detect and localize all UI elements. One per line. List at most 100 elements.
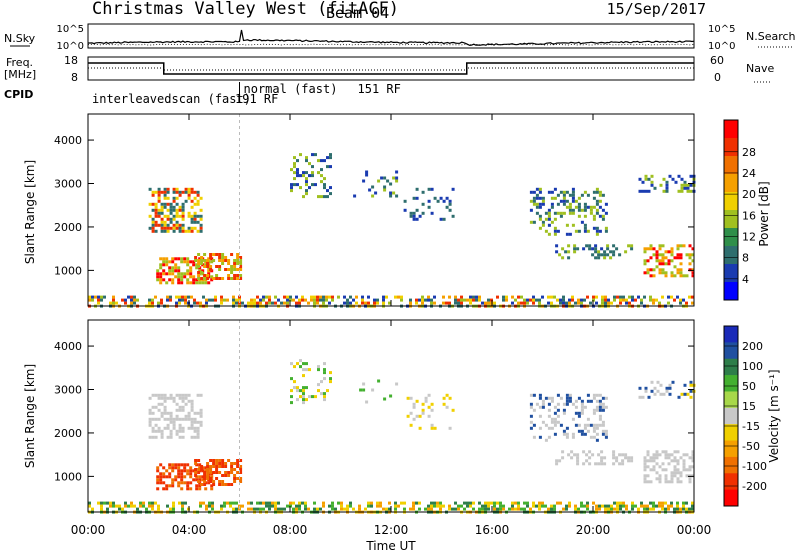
data-cell bbox=[319, 298, 322, 302]
data-cell bbox=[511, 301, 514, 305]
data-cell bbox=[157, 504, 160, 508]
data-cell bbox=[601, 504, 604, 508]
data-cell bbox=[250, 298, 253, 302]
data-cell bbox=[634, 504, 637, 508]
data-cell bbox=[293, 156, 296, 160]
data-cell bbox=[233, 462, 237, 465]
data-cell bbox=[643, 507, 646, 511]
data-cell bbox=[148, 396, 152, 400]
data-cell bbox=[274, 295, 277, 299]
data-cell bbox=[189, 275, 193, 279]
data-cell bbox=[151, 411, 155, 415]
data-cell bbox=[565, 205, 569, 209]
data-cell bbox=[290, 186, 293, 190]
data-cell bbox=[175, 432, 179, 436]
data-cell bbox=[621, 462, 625, 466]
data-cell bbox=[661, 468, 665, 472]
data-cell bbox=[180, 275, 184, 279]
data-cell bbox=[305, 189, 308, 193]
data-cell bbox=[424, 399, 428, 403]
data-cell bbox=[643, 468, 647, 472]
data-cell bbox=[221, 480, 225, 483]
data-cell bbox=[412, 217, 416, 221]
data-cell bbox=[157, 402, 161, 406]
data-cell bbox=[439, 217, 443, 221]
data-cell bbox=[212, 253, 216, 256]
data-cell bbox=[561, 256, 565, 260]
data-cell bbox=[571, 208, 575, 212]
data-cell bbox=[670, 474, 674, 478]
data-cell bbox=[493, 301, 496, 305]
data-cell bbox=[184, 402, 188, 406]
data-cell bbox=[643, 262, 647, 266]
data-cell bbox=[442, 217, 446, 221]
data-cell bbox=[603, 462, 607, 466]
data-cell bbox=[409, 301, 412, 305]
data-cell bbox=[199, 217, 203, 221]
data-cell bbox=[178, 393, 182, 397]
data-cell bbox=[166, 226, 170, 230]
data-cell bbox=[115, 301, 118, 305]
data-cell bbox=[178, 226, 182, 230]
data-cell bbox=[674, 180, 678, 184]
data-cell bbox=[448, 504, 451, 508]
data-cell bbox=[409, 214, 413, 218]
data-cell bbox=[238, 301, 241, 305]
data-cell bbox=[325, 298, 328, 302]
data-cell bbox=[274, 504, 277, 508]
data-cell bbox=[520, 507, 523, 511]
data-cell bbox=[427, 205, 431, 209]
data-cell bbox=[547, 507, 550, 511]
data-cell bbox=[199, 208, 203, 212]
freq-left-tick-bottom: 8 bbox=[71, 71, 78, 84]
data-cell bbox=[664, 474, 668, 478]
data-cell bbox=[685, 274, 689, 278]
data-cell bbox=[305, 368, 308, 372]
data-cell bbox=[535, 202, 539, 206]
data-cell bbox=[597, 462, 601, 466]
data-cell bbox=[610, 504, 613, 508]
data-cell bbox=[691, 459, 695, 463]
data-cell bbox=[172, 423, 176, 427]
data-cell bbox=[187, 399, 191, 403]
data-cell bbox=[212, 465, 216, 468]
data-cell bbox=[133, 295, 136, 299]
data-cell bbox=[661, 268, 665, 272]
data-cell bbox=[400, 295, 403, 299]
data-cell bbox=[577, 507, 580, 511]
data-cell bbox=[172, 501, 175, 505]
data-cell bbox=[601, 432, 605, 436]
data-cell bbox=[553, 420, 557, 424]
data-cell bbox=[478, 501, 481, 505]
data-cell bbox=[169, 208, 173, 212]
data-cell bbox=[451, 507, 454, 511]
data-cell bbox=[163, 187, 167, 191]
data-cell bbox=[186, 278, 190, 282]
data-cell bbox=[193, 298, 196, 302]
data-cell bbox=[418, 426, 422, 430]
data-cell bbox=[481, 301, 484, 305]
data-cell bbox=[236, 274, 240, 277]
data-cell bbox=[638, 386, 642, 390]
data-cell bbox=[541, 202, 545, 206]
data-cell bbox=[631, 507, 634, 511]
data-cell bbox=[189, 272, 193, 276]
data-cell bbox=[311, 165, 314, 169]
data-cell bbox=[643, 480, 647, 484]
data-cell bbox=[322, 298, 325, 302]
data-cell bbox=[221, 462, 225, 465]
data-cell bbox=[171, 272, 175, 276]
data-cell bbox=[256, 295, 259, 299]
data-cell bbox=[586, 295, 589, 299]
data-cell bbox=[656, 380, 660, 384]
data-cell bbox=[680, 183, 684, 187]
data-cell bbox=[646, 480, 650, 484]
data-cell bbox=[313, 507, 316, 511]
data-cell bbox=[328, 301, 331, 305]
data-cell bbox=[169, 396, 173, 400]
data-cell bbox=[302, 386, 305, 390]
data-cell bbox=[538, 504, 541, 508]
data-cell bbox=[598, 393, 602, 397]
data-cell bbox=[571, 417, 575, 421]
data-cell bbox=[689, 395, 693, 399]
